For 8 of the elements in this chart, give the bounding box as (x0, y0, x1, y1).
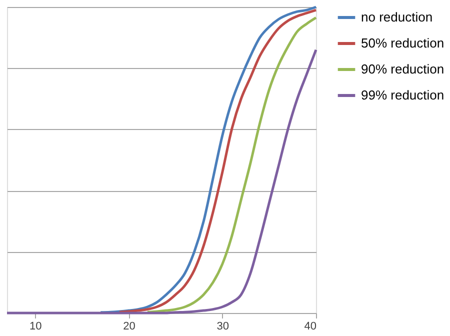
legend-label: no reduction (361, 10, 433, 24)
legend-label: 50% reduction (361, 36, 444, 50)
x-tick-label: 40 (304, 320, 316, 332)
legend-label: 90% reduction (361, 62, 444, 76)
legend-label: 99% reduction (361, 88, 444, 102)
x-tick-label: 20 (123, 320, 136, 332)
x-tick-label: 30 (216, 320, 229, 332)
x-tick-label: 10 (29, 320, 42, 332)
